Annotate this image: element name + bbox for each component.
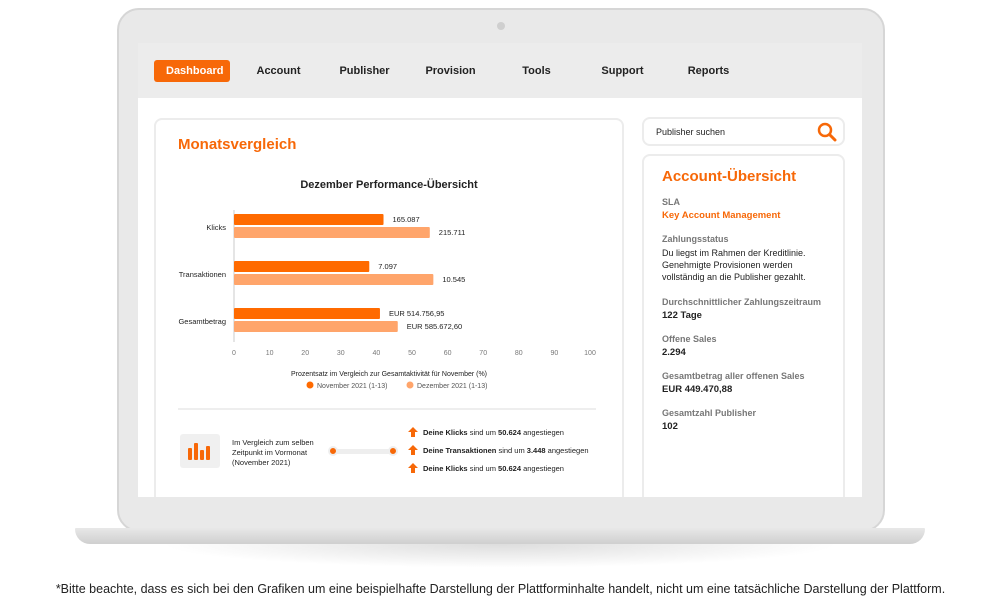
chart-icon <box>180 434 220 468</box>
field-label: Gesamtbetrag aller offenen Sales <box>662 371 805 381</box>
insight-item: Deine Klicks sind um 50.624 angestiegen <box>408 427 564 437</box>
divider <box>178 408 596 410</box>
nav-dashboard[interactable]: Dashboard <box>154 59 230 82</box>
account-title: Account-Übersicht <box>662 168 797 185</box>
field-value: Du liegst im Rahmen der Kreditlinie. Gen… <box>662 248 806 282</box>
bar-value-label: EUR 514.756,95 <box>389 309 444 318</box>
category-label: Klicks <box>206 223 226 232</box>
camera <box>497 22 505 30</box>
field-value: EUR 449.470,88 <box>662 384 733 395</box>
x-tick-label: 10 <box>266 350 274 357</box>
arrow-up-icon <box>408 463 418 473</box>
legend-swatch <box>406 381 414 389</box>
legend-label: Dezember 2021 (1-13) <box>417 383 487 390</box>
main-area: Monatsvergleich Dezember Performance-Übe… <box>138 98 862 497</box>
laptop-shadow <box>160 544 840 568</box>
field-value: 122 Tage <box>662 310 702 321</box>
bar-november <box>234 214 384 225</box>
nav-provision[interactable]: Provision <box>425 64 476 77</box>
x-tick-label: 40 <box>373 350 381 357</box>
x-tick-label: 100 <box>584 350 596 357</box>
footnote: *Bitte beachte, dass es sich bei den Gra… <box>55 582 946 596</box>
x-tick-label: 80 <box>515 350 523 357</box>
field-label: Durchschnittlicher Zahlungszeitraum <box>662 297 822 307</box>
bar-november <box>234 308 380 319</box>
comparison-line: Im Vergleich zum selben <box>232 438 314 447</box>
legend-label: November 2021 (1-13) <box>317 383 387 390</box>
comparison-text: Im Vergleich zum selben Zeitpunkt im Vor… <box>232 438 314 468</box>
comparison-line: Zeitpunkt im Vormonat <box>232 448 308 457</box>
monatsvergleich-card: Monatsvergleich Dezember Performance-Übe… <box>154 118 624 497</box>
bar-value-label: 215.711 <box>439 228 466 237</box>
account-overview-card: Account-Übersicht SLA Key Account Manage… <box>642 154 845 497</box>
insight-item: Deine Transaktionen sind um 3.448 angest… <box>408 445 589 455</box>
x-tick-label: 90 <box>551 350 559 357</box>
card-title: Monatsvergleich <box>178 136 297 153</box>
insight-text: Deine Klicks sind um 50.624 angestiegen <box>423 427 564 437</box>
x-tick-label: 0 <box>232 350 236 357</box>
category-label: Transaktionen <box>179 270 226 279</box>
x-tick-label: 60 <box>444 350 452 357</box>
x-tick-label: 50 <box>408 350 416 357</box>
laptop-base <box>75 528 925 544</box>
insight-text: Deine Transaktionen sind um 3.448 angest… <box>423 445 589 455</box>
nav-reports[interactable]: Reports <box>687 64 730 77</box>
field-label: Offene Sales <box>662 334 717 344</box>
top-nav: Dashboard Account Publisher Provision To… <box>138 43 862 98</box>
x-tick-label: 20 <box>301 350 309 357</box>
bar-dezember <box>234 227 430 238</box>
screen: Dashboard Account Publisher Provision To… <box>138 43 862 497</box>
nav-support[interactable]: Support <box>601 64 644 77</box>
bar-chart: Dezember Performance-Übersicht Klicks 165.… <box>178 178 596 390</box>
x-tick-label: 30 <box>337 350 345 357</box>
slider-handle-start[interactable] <box>328 446 338 456</box>
comparison-line: (November 2021) <box>232 458 291 467</box>
insight-item: Deine Klicks sind um 50.624 angestiegen <box>408 463 564 473</box>
field-label: Zahlungsstatus <box>662 234 729 244</box>
x-axis-label: Prozentsatz im Vergleich zur Gesamtaktiv… <box>291 371 487 378</box>
comparison-slider[interactable] <box>328 446 398 456</box>
insight-text: Deine Klicks sind um 50.624 angestiegen <box>423 463 564 473</box>
arrow-up-icon <box>408 427 418 437</box>
field-label: SLA <box>662 197 680 207</box>
arrow-up-icon <box>408 445 418 455</box>
bar-value-label: EUR 585.672,60 <box>407 322 462 331</box>
field-value: Key Account Management <box>662 210 781 221</box>
bar-value-label: 7.097 <box>378 262 397 271</box>
bar-value-label: 165.087 <box>393 215 420 224</box>
nav-publisher[interactable]: Publisher <box>339 64 390 77</box>
field-label: Gesamtzahl Publisher <box>662 408 757 418</box>
x-tick-label: 70 <box>479 350 487 357</box>
bar-dezember <box>234 274 434 285</box>
publisher-search[interactable]: Publisher suchen <box>642 117 845 146</box>
field-value: 2.294 <box>662 347 686 358</box>
bar-november <box>234 261 370 272</box>
bar-dezember <box>234 321 398 332</box>
chart-title: Dezember Performance-Übersicht <box>300 178 478 191</box>
legend-swatch <box>306 381 314 389</box>
category-label: Gesamtbetrag <box>178 317 226 326</box>
nav-account[interactable]: Account <box>256 64 301 77</box>
search-input[interactable]: Publisher suchen <box>656 126 726 137</box>
bar-value-label: 10.545 <box>442 275 465 284</box>
search-icon[interactable] <box>817 122 837 142</box>
field-value: 102 <box>662 421 678 432</box>
nav-tools[interactable]: Tools <box>522 64 551 77</box>
slider-handle-end[interactable] <box>388 446 398 456</box>
